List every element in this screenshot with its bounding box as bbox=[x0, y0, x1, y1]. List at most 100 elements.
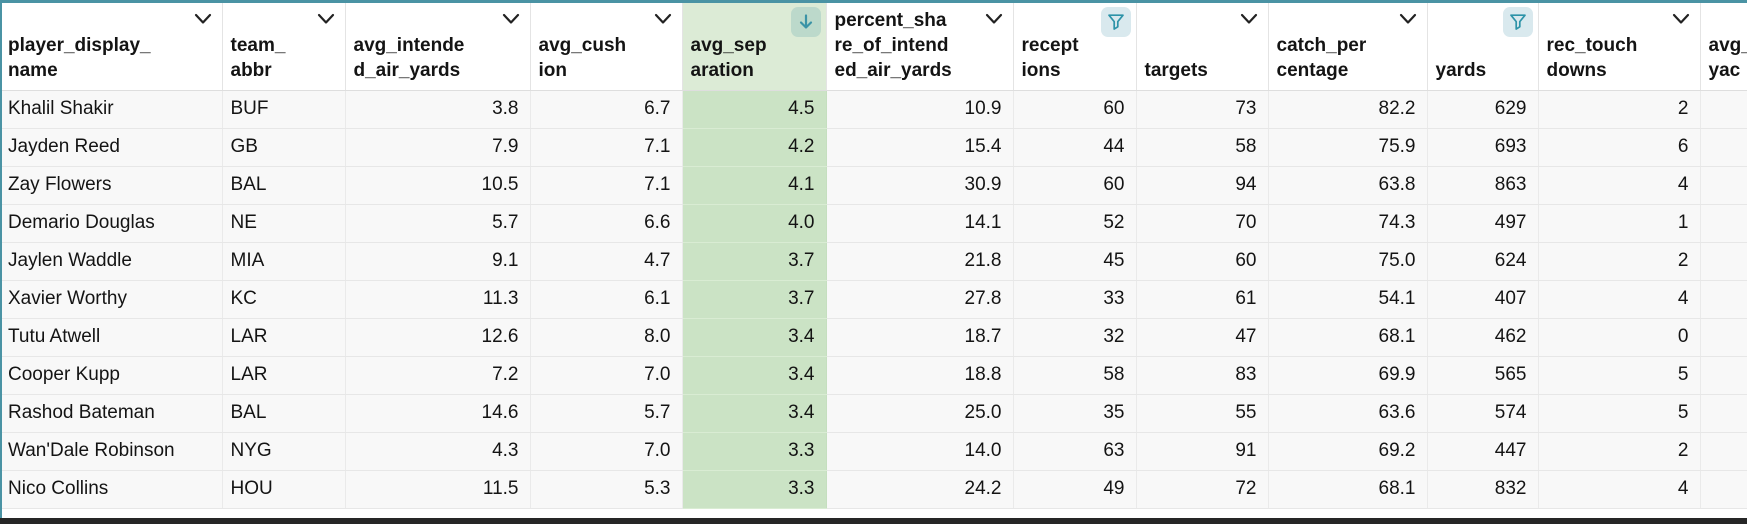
chevron-down-icon[interactable] bbox=[1399, 13, 1417, 25]
cell-avg_separation[interactable]: 3.4 bbox=[682, 318, 827, 357]
cell-player_display_name[interactable]: Tutu Atwell bbox=[0, 318, 223, 357]
cell-avg_cushion[interactable]: 6.6 bbox=[530, 204, 683, 243]
cell-avg_yac[interactable] bbox=[1700, 318, 1747, 357]
cell-avg_separation[interactable]: 3.3 bbox=[682, 432, 827, 471]
cell-catch_percentage[interactable]: 69.9 bbox=[1268, 356, 1428, 395]
filter-icon[interactable] bbox=[1502, 7, 1533, 37]
chevron-down-icon[interactable] bbox=[1240, 13, 1258, 25]
cell-player_display_name[interactable]: Xavier Worthy bbox=[0, 280, 223, 319]
cell-yards[interactable]: 407 bbox=[1427, 280, 1539, 319]
cell-percent_share_of_intended_air_yards[interactable]: 21.8 bbox=[826, 242, 1014, 281]
chevron-down-icon[interactable] bbox=[654, 13, 672, 25]
cell-avg_yac[interactable] bbox=[1700, 128, 1747, 167]
cell-targets[interactable]: 60 bbox=[1136, 242, 1269, 281]
cell-catch_percentage[interactable]: 75.0 bbox=[1268, 242, 1428, 281]
column-header-avg_cushion[interactable]: avg_cush ion bbox=[530, 3, 683, 91]
cell-player_display_name[interactable]: Jaylen Waddle bbox=[0, 242, 223, 281]
cell-yards[interactable]: 497 bbox=[1427, 204, 1539, 243]
cell-avg_cushion[interactable]: 7.0 bbox=[530, 356, 683, 395]
column-header-receptions[interactable]: recept ions bbox=[1013, 3, 1137, 91]
cell-team_abbr[interactable]: GB bbox=[222, 128, 346, 167]
cell-rec_touchdowns[interactable]: 4 bbox=[1538, 470, 1701, 509]
cell-team_abbr[interactable]: BAL bbox=[222, 394, 346, 433]
cell-percent_share_of_intended_air_yards[interactable]: 14.1 bbox=[826, 204, 1014, 243]
cell-targets[interactable]: 58 bbox=[1136, 128, 1269, 167]
cell-avg_intended_air_yards[interactable]: 10.5 bbox=[345, 166, 531, 205]
cell-percent_share_of_intended_air_yards[interactable]: 30.9 bbox=[826, 166, 1014, 205]
cell-player_display_name[interactable]: Rashod Bateman bbox=[0, 394, 223, 433]
cell-yards[interactable]: 863 bbox=[1427, 166, 1539, 205]
cell-avg_yac[interactable] bbox=[1700, 356, 1747, 395]
cell-avg_intended_air_yards[interactable]: 12.6 bbox=[345, 318, 531, 357]
cell-rec_touchdowns[interactable]: 1 bbox=[1538, 204, 1701, 243]
cell-catch_percentage[interactable]: 75.9 bbox=[1268, 128, 1428, 167]
cell-receptions[interactable]: 45 bbox=[1013, 242, 1137, 281]
cell-catch_percentage[interactable]: 82.2 bbox=[1268, 90, 1428, 129]
cell-rec_touchdowns[interactable]: 4 bbox=[1538, 280, 1701, 319]
cell-targets[interactable]: 47 bbox=[1136, 318, 1269, 357]
cell-yards[interactable]: 462 bbox=[1427, 318, 1539, 357]
cell-avg_intended_air_yards[interactable]: 9.1 bbox=[345, 242, 531, 281]
column-header-avg_separation[interactable]: avg_sep aration bbox=[682, 3, 827, 91]
column-header-targets[interactable]: targets bbox=[1136, 3, 1269, 91]
cell-yards[interactable]: 629 bbox=[1427, 90, 1539, 129]
cell-receptions[interactable]: 44 bbox=[1013, 128, 1137, 167]
chevron-down-icon[interactable] bbox=[194, 13, 212, 25]
column-header-yards[interactable]: yards bbox=[1427, 3, 1539, 91]
cell-percent_share_of_intended_air_yards[interactable]: 24.2 bbox=[826, 470, 1014, 509]
column-header-avg_yac[interactable]: avg_ yac bbox=[1700, 3, 1747, 91]
cell-player_display_name[interactable]: Zay Flowers bbox=[0, 166, 223, 205]
cell-yards[interactable]: 832 bbox=[1427, 470, 1539, 509]
cell-percent_share_of_intended_air_yards[interactable]: 15.4 bbox=[826, 128, 1014, 167]
column-header-catch_percentage[interactable]: catch_per centage bbox=[1268, 3, 1428, 91]
chevron-down-icon[interactable] bbox=[1672, 13, 1690, 25]
cell-avg_yac[interactable] bbox=[1700, 166, 1747, 205]
cell-avg_separation[interactable]: 3.3 bbox=[682, 470, 827, 509]
cell-player_display_name[interactable]: Demario Douglas bbox=[0, 204, 223, 243]
cell-avg_yac[interactable] bbox=[1700, 280, 1747, 319]
cell-rec_touchdowns[interactable]: 4 bbox=[1538, 166, 1701, 205]
cell-avg_cushion[interactable]: 7.0 bbox=[530, 432, 683, 471]
column-header-player_display_name[interactable]: player_display_ name bbox=[0, 3, 223, 91]
cell-avg_intended_air_yards[interactable]: 7.9 bbox=[345, 128, 531, 167]
cell-rec_touchdowns[interactable]: 2 bbox=[1538, 90, 1701, 129]
cell-avg_cushion[interactable]: 4.7 bbox=[530, 242, 683, 281]
cell-catch_percentage[interactable]: 68.1 bbox=[1268, 318, 1428, 357]
cell-avg_cushion[interactable]: 6.1 bbox=[530, 280, 683, 319]
cell-avg_separation[interactable]: 3.4 bbox=[682, 356, 827, 395]
cell-team_abbr[interactable]: BAL bbox=[222, 166, 346, 205]
cell-percent_share_of_intended_air_yards[interactable]: 25.0 bbox=[826, 394, 1014, 433]
cell-avg_yac[interactable] bbox=[1700, 204, 1747, 243]
cell-receptions[interactable]: 52 bbox=[1013, 204, 1137, 243]
cell-avg_intended_air_yards[interactable]: 11.5 bbox=[345, 470, 531, 509]
cell-avg_cushion[interactable]: 7.1 bbox=[530, 166, 683, 205]
cell-receptions[interactable]: 33 bbox=[1013, 280, 1137, 319]
cell-catch_percentage[interactable]: 63.8 bbox=[1268, 166, 1428, 205]
chevron-down-icon[interactable] bbox=[985, 13, 1003, 25]
cell-receptions[interactable]: 35 bbox=[1013, 394, 1137, 433]
cell-avg_intended_air_yards[interactable]: 7.2 bbox=[345, 356, 531, 395]
cell-rec_touchdowns[interactable]: 2 bbox=[1538, 432, 1701, 471]
cell-avg_cushion[interactable]: 5.7 bbox=[530, 394, 683, 433]
cell-player_display_name[interactable]: Nico Collins bbox=[0, 470, 223, 509]
cell-yards[interactable]: 447 bbox=[1427, 432, 1539, 471]
column-header-percent_share_of_intended_air_yards[interactable]: percent_sha re_of_intend ed_air_yards bbox=[826, 3, 1014, 91]
cell-avg_yac[interactable] bbox=[1700, 90, 1747, 129]
cell-yards[interactable]: 565 bbox=[1427, 356, 1539, 395]
cell-avg_cushion[interactable]: 7.1 bbox=[530, 128, 683, 167]
cell-avg_intended_air_yards[interactable]: 11.3 bbox=[345, 280, 531, 319]
cell-catch_percentage[interactable]: 68.1 bbox=[1268, 470, 1428, 509]
cell-catch_percentage[interactable]: 63.6 bbox=[1268, 394, 1428, 433]
cell-team_abbr[interactable]: LAR bbox=[222, 318, 346, 357]
cell-avg_intended_air_yards[interactable]: 14.6 bbox=[345, 394, 531, 433]
cell-avg_separation[interactable]: 4.2 bbox=[682, 128, 827, 167]
cell-avg_separation[interactable]: 3.7 bbox=[682, 280, 827, 319]
cell-avg_separation[interactable]: 4.5 bbox=[682, 90, 827, 129]
cell-team_abbr[interactable]: MIA bbox=[222, 242, 346, 281]
cell-receptions[interactable]: 58 bbox=[1013, 356, 1137, 395]
cell-receptions[interactable]: 49 bbox=[1013, 470, 1137, 509]
cell-avg_separation[interactable]: 3.4 bbox=[682, 394, 827, 433]
cell-targets[interactable]: 94 bbox=[1136, 166, 1269, 205]
cell-avg_intended_air_yards[interactable]: 4.3 bbox=[345, 432, 531, 471]
cell-percent_share_of_intended_air_yards[interactable]: 18.8 bbox=[826, 356, 1014, 395]
